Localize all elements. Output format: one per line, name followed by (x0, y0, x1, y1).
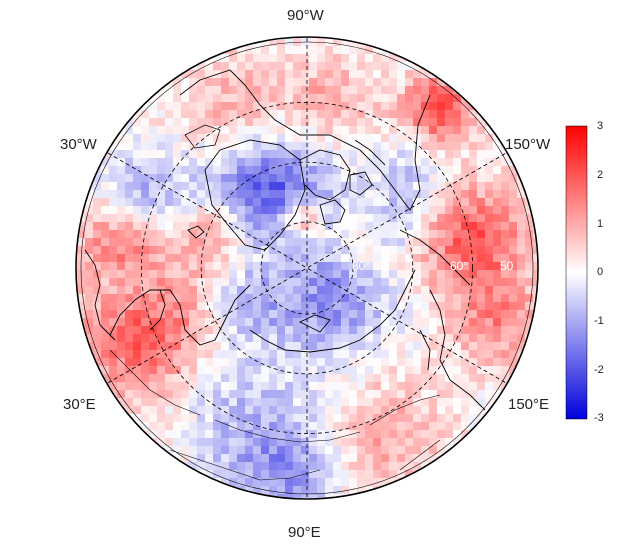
lat-label-60: 60° (450, 259, 469, 273)
graticule (107, 38, 507, 498)
colorbar-tick: -3 (594, 412, 604, 424)
colorbar-tick: -2 (594, 364, 604, 376)
map-inner-boundary (80, 41, 534, 495)
parallel-line (200, 161, 414, 375)
lon-label-30e: 30°E (63, 396, 96, 413)
colorbar-tick: 2 (597, 169, 604, 181)
map-boundary (75, 36, 539, 500)
colorbar (565, 125, 588, 420)
colorbar-tick: -1 (594, 315, 604, 327)
colorbar-tick: 1 (597, 218, 604, 230)
colorbar-tick: 3 (597, 120, 604, 132)
lon-label-90w: 90°W (287, 7, 324, 24)
lon-label-30w: 30°W (60, 136, 97, 153)
colorbar-tick: 0 (597, 266, 604, 278)
lat-label-80: 80° (352, 259, 371, 273)
lon-label-90e: 90°E (288, 524, 321, 541)
anomaly-field (77, 38, 537, 498)
lat-label-50: 50 (500, 259, 514, 273)
lon-label-150e: 150°E (508, 396, 550, 413)
coastlines (84, 69, 486, 481)
lon-label-150w: 150°W (505, 136, 551, 153)
